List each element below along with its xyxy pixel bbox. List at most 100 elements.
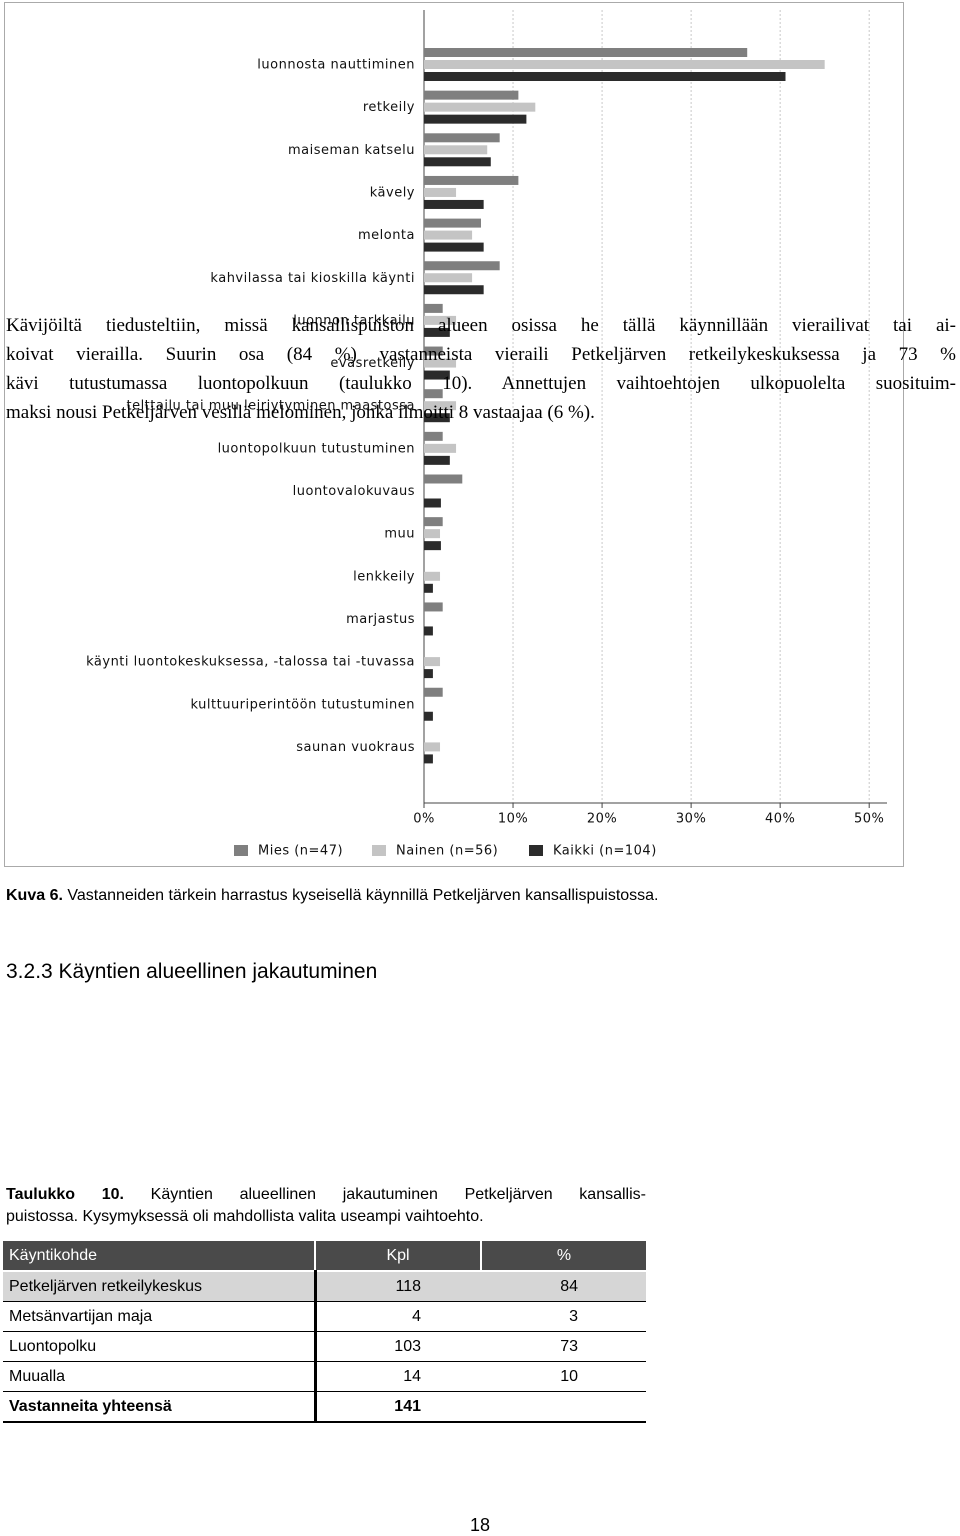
bar [424, 133, 500, 143]
table-cell: 4 [315, 1301, 481, 1332]
y-tick-label: kahvilassa tai kioskilla käynti [210, 271, 415, 286]
bar [424, 145, 488, 155]
table-caption-text: Käyntien alueellinen jakautuminen Petkel… [150, 1186, 646, 1203]
bar [424, 517, 443, 527]
table-cell: Metsänvartijan maja [3, 1301, 317, 1332]
x-tick-label: 30% [676, 812, 706, 827]
bar [424, 413, 450, 423]
bar [424, 102, 536, 112]
y-tick-label: kulttuuriperintöön tutustuminen [191, 697, 415, 712]
bar [424, 529, 441, 539]
bar [424, 711, 433, 721]
table: Käyntikohde Kpl % Petkeljärven retkeilyk… [3, 1241, 646, 1423]
bar [424, 114, 527, 124]
bar [424, 443, 457, 453]
bar [424, 60, 825, 69]
bar [424, 541, 441, 551]
x-tick-label: 50% [854, 812, 884, 827]
y-tick-label: luontopolkuun tutustuminen [218, 441, 415, 456]
table-cell: 103 [315, 1331, 481, 1362]
caption-text: Vastanneiden tärkein harrastus kyseisell… [67, 887, 659, 904]
figure-caption: Kuva 6. Vastanneiden tärkein harrastus k… [6, 887, 659, 905]
table-cell-blank [481, 1391, 646, 1423]
paragraph-line: Kävijöiltä tiedusteltiin, missä kansalli… [6, 315, 956, 336]
paragraph-line: maksi nousi Petkeljärven vesillä melomin… [6, 402, 595, 423]
chart-frame [4, 2, 904, 867]
header-cell: Käyntikohde [3, 1241, 316, 1272]
table-cell: 3 [481, 1301, 646, 1332]
table-caption-label: Taulukko 10. [6, 1186, 124, 1203]
legend-label: Mies (n=47) [258, 844, 343, 859]
table-total-row: Vastanneita yhteensä 141 [3, 1391, 646, 1423]
table-cell: Luontopolku [3, 1331, 317, 1362]
bar [424, 261, 500, 271]
y-tick-label: luonnon tarkkailu [293, 313, 415, 328]
y-tick-label: saunan vuokraus [296, 740, 415, 755]
table-cell: 14 [315, 1361, 481, 1392]
legend-swatch [529, 845, 543, 856]
y-tick-label: retkeily [363, 100, 415, 115]
paragraph-line: koivat vierailla. Suurin osa (84 %) vast… [6, 344, 956, 365]
bar [424, 157, 491, 167]
header-cell: Kpl [315, 1241, 482, 1272]
y-tick-label: luonnosta nauttiminen [257, 58, 415, 73]
bar [424, 303, 443, 313]
bar [424, 626, 433, 636]
header-cell: % [481, 1241, 646, 1272]
table-caption-line: Taulukko 10. Käyntien alueellinen jakaut… [6, 1186, 646, 1204]
bar [424, 498, 441, 508]
bar [424, 742, 441, 752]
bar [424, 242, 484, 252]
y-tick-label: melonta [358, 228, 415, 243]
table-row: Luontopolku 103 73 [3, 1331, 646, 1362]
table-row: Metsänvartijan maja 4 3 [3, 1301, 646, 1332]
legend-label: Kaikki (n=104) [553, 844, 657, 859]
bar [424, 48, 748, 57]
legend-swatch [372, 845, 386, 856]
x-tick-label: 0% [413, 812, 435, 827]
bar [424, 370, 450, 380]
bar [424, 218, 481, 228]
bar [424, 187, 457, 197]
bar [424, 474, 463, 484]
caption-label: Kuva 6. [6, 887, 63, 904]
bar [424, 175, 519, 185]
bar [424, 583, 433, 593]
y-tick-label: maiseman katselu [288, 143, 415, 158]
bar [424, 285, 484, 295]
bar [424, 602, 443, 612]
y-tick-label: telttailu tai muu leiriytyminen maastoss… [126, 399, 415, 414]
bar [424, 315, 457, 325]
x-tick-label: 40% [765, 812, 795, 827]
bar [424, 199, 484, 209]
table-header: Käyntikohde Kpl % [3, 1241, 646, 1272]
paragraph-line: kävi tutustumassa luontopolkuun (taulukk… [6, 373, 956, 394]
y-tick-label: luontovalokuvaus [293, 484, 415, 499]
table-cell: 73 [481, 1331, 646, 1362]
section-heading: 3.2.3 Käyntien alueellinen jakautuminen [6, 960, 378, 983]
y-tick-label: käynti luontokeskuksessa, -talossa tai -… [86, 655, 415, 670]
bar [424, 358, 457, 368]
bar [424, 687, 443, 697]
table-cell: Muualla [3, 1361, 317, 1392]
bar [424, 571, 441, 581]
table-cell: 84 [481, 1271, 646, 1302]
chart: 0% 10% 20% 30% 40% 50% luonnosta nauttiminen re… [86, 10, 887, 859]
y-tick-label: muu [384, 527, 415, 542]
table-cell: Petkeljärven retkeilykeskus [3, 1271, 317, 1302]
y-tick-label: marjastus [346, 612, 415, 627]
table-cell: 10 [481, 1361, 646, 1392]
bar [424, 401, 457, 411]
bar [424, 431, 443, 441]
bar [424, 72, 786, 81]
bar [424, 273, 473, 283]
bar [424, 230, 473, 240]
bar [424, 455, 450, 465]
bar [424, 90, 519, 100]
table-cell: Vastanneita yhteensä [3, 1391, 317, 1423]
table-cell: 141 [315, 1391, 481, 1423]
y-tick-label: lenkkeily [353, 569, 415, 584]
bar [424, 327, 450, 337]
y-tick-label: eväsretkeily [330, 356, 415, 371]
